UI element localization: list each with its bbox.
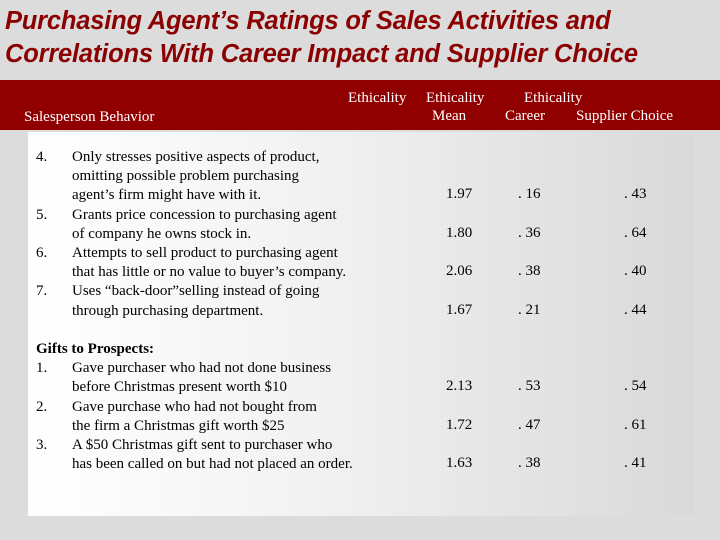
- item-text-line: Attempts to sell product to purchasing a…: [72, 245, 338, 261]
- supplier-value: . 44: [624, 302, 647, 318]
- item-text-line: through purchasing department.: [72, 303, 264, 319]
- mean-value: 1.80: [446, 225, 473, 241]
- table-header: Salesperson Behavior Ethicality Mean Eth…: [0, 80, 720, 130]
- item-text-line: Gave purchaser who had not done business: [72, 360, 332, 376]
- item-number: 4.: [36, 149, 48, 165]
- title-line-1: Purchasing Agent’s Ratings of Sales Acti…: [5, 7, 611, 35]
- item-number: 2.: [36, 399, 48, 415]
- career-value: . 38: [518, 263, 541, 279]
- supplier-value: . 40: [624, 263, 647, 279]
- header-supplier-top: Ethicality: [524, 90, 583, 106]
- item-text-line: that has little or no value to buyer’s c…: [72, 264, 347, 280]
- section-heading: Gifts to Prospects:: [36, 341, 155, 357]
- supplier-value: . 64: [624, 225, 647, 241]
- item-text-line: A $50 Christmas gift sent to purchaser w…: [72, 437, 333, 453]
- career-value: . 53: [518, 378, 541, 394]
- header-salesperson-behavior: Salesperson Behavior: [24, 109, 155, 125]
- item-text-line: Grants price concession to purchasing ag…: [72, 207, 337, 223]
- header-mean-top: Ethicality: [348, 90, 407, 106]
- career-value: . 47: [518, 417, 541, 433]
- mean-value: 1.63: [446, 455, 473, 471]
- supplier-value: . 61: [624, 417, 647, 433]
- item-text-line: Only stresses positive aspects of produc…: [72, 149, 320, 165]
- mean-value: 1.72: [446, 417, 473, 433]
- mean-value: 1.67: [446, 302, 473, 318]
- item-text-line: before Christmas present worth $10: [72, 379, 287, 395]
- header-career-bottom: Career: [505, 108, 545, 124]
- item-text-line: Gave purchase who had not bought from: [72, 399, 317, 415]
- mean-value: 2.06: [446, 263, 473, 279]
- header-supplier-bottom: Supplier Choice: [576, 108, 674, 124]
- item-text-line: the firm a Christmas gift worth $25: [72, 418, 285, 434]
- mean-value: 2.13: [446, 378, 473, 394]
- header-career-top: Ethicality: [426, 90, 485, 106]
- career-value: . 21: [518, 302, 541, 318]
- supplier-value: . 43: [624, 186, 647, 202]
- item-number: 3.: [36, 437, 48, 453]
- item-text-line: of company he owns stock in.: [72, 226, 252, 242]
- career-value: . 38: [518, 455, 541, 471]
- item-text-line: omitting possible problem purchasing: [72, 168, 300, 184]
- item-text-line: agent’s firm might have with it.: [72, 187, 262, 203]
- slide-title: Purchasing Agent’s Ratings of Sales Acti…: [5, 5, 717, 71]
- career-value: . 36: [518, 225, 541, 241]
- mean-value: 1.97: [446, 186, 473, 202]
- item-text-line: Uses “back-door”selling instead of going: [72, 283, 320, 299]
- career-value: . 16: [518, 186, 541, 202]
- item-number: 7.: [36, 283, 48, 299]
- item-number: 5.: [36, 207, 48, 223]
- supplier-value: . 41: [624, 455, 647, 471]
- item-text-line: has been called on but had not placed an…: [72, 456, 353, 472]
- supplier-value: . 54: [624, 378, 647, 394]
- item-number: 1.: [36, 360, 48, 376]
- item-number: 6.: [36, 245, 48, 261]
- header-mean-bottom: Mean: [432, 108, 467, 124]
- title-line-2: Correlations With Career Impact and Supp…: [5, 40, 638, 68]
- table-body-panel: [28, 132, 693, 516]
